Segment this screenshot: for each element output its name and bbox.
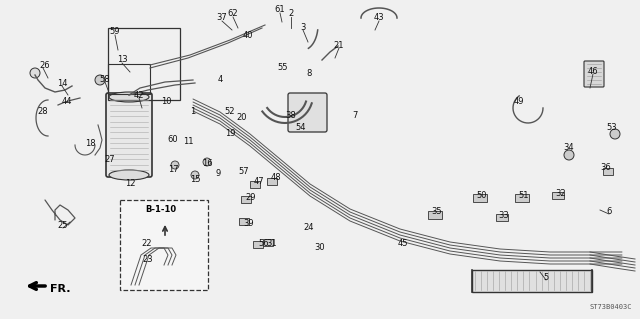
- Text: 58: 58: [100, 76, 110, 85]
- Text: 61: 61: [275, 5, 285, 14]
- Text: 39: 39: [244, 219, 254, 227]
- Text: 48: 48: [271, 174, 282, 182]
- Text: 35: 35: [432, 207, 442, 217]
- Text: 11: 11: [183, 137, 193, 146]
- Text: 17: 17: [168, 165, 179, 174]
- Bar: [239, 218, 249, 225]
- Text: 36: 36: [600, 164, 611, 173]
- Text: 30: 30: [315, 242, 325, 251]
- Text: 18: 18: [84, 138, 95, 147]
- Text: 50: 50: [477, 190, 487, 199]
- Text: B-1-10: B-1-10: [145, 205, 176, 214]
- Text: 12: 12: [125, 179, 135, 188]
- Text: 59: 59: [109, 27, 120, 36]
- Text: 32: 32: [556, 189, 566, 197]
- Bar: [108, 28, 180, 100]
- Bar: [267, 178, 277, 185]
- Text: FR.: FR.: [50, 284, 70, 294]
- Ellipse shape: [109, 170, 149, 180]
- Text: 46: 46: [588, 68, 598, 77]
- Text: 54: 54: [296, 123, 307, 132]
- Circle shape: [564, 150, 574, 160]
- Text: 40: 40: [243, 31, 253, 40]
- Text: 8: 8: [307, 70, 312, 78]
- Bar: [263, 239, 273, 246]
- Text: 6: 6: [606, 207, 612, 217]
- Text: 45: 45: [397, 240, 408, 249]
- Text: 10: 10: [161, 97, 172, 106]
- Text: 60: 60: [168, 136, 179, 145]
- Bar: [241, 196, 251, 203]
- Text: 21: 21: [333, 41, 344, 50]
- Text: 26: 26: [40, 62, 51, 70]
- Text: 19: 19: [225, 129, 236, 137]
- Text: 43: 43: [374, 13, 384, 23]
- Bar: [250, 181, 260, 188]
- FancyBboxPatch shape: [472, 270, 592, 292]
- FancyBboxPatch shape: [288, 93, 327, 132]
- Circle shape: [203, 158, 211, 166]
- Text: 55: 55: [278, 63, 288, 71]
- Text: 25: 25: [58, 221, 68, 231]
- Text: 29: 29: [246, 194, 256, 203]
- Text: 5: 5: [543, 273, 548, 283]
- Circle shape: [171, 161, 179, 169]
- Text: 23: 23: [143, 256, 154, 264]
- Text: 22: 22: [141, 239, 152, 248]
- Circle shape: [610, 129, 620, 139]
- Circle shape: [30, 68, 40, 78]
- Circle shape: [95, 75, 105, 85]
- Text: ST73B0403C: ST73B0403C: [589, 304, 632, 310]
- FancyBboxPatch shape: [584, 61, 604, 87]
- Text: 33: 33: [499, 211, 509, 219]
- Text: 53: 53: [607, 123, 618, 132]
- Text: 62: 62: [228, 10, 238, 19]
- Text: 34: 34: [564, 144, 574, 152]
- Text: 51: 51: [519, 190, 529, 199]
- Text: 44: 44: [61, 98, 72, 107]
- Bar: [253, 241, 263, 248]
- Text: 1: 1: [190, 108, 196, 116]
- Bar: [473, 194, 487, 202]
- Text: 52: 52: [225, 108, 236, 116]
- Text: 24: 24: [304, 224, 314, 233]
- Text: 47: 47: [253, 176, 264, 186]
- Text: 16: 16: [202, 159, 212, 167]
- Text: 20: 20: [237, 114, 247, 122]
- Text: 13: 13: [116, 56, 127, 64]
- Bar: [428, 211, 442, 219]
- Text: 15: 15: [189, 174, 200, 183]
- Text: 27: 27: [105, 154, 115, 164]
- Bar: [552, 192, 564, 199]
- Text: 42: 42: [134, 92, 144, 100]
- Text: 49: 49: [514, 98, 524, 107]
- Bar: [603, 168, 613, 175]
- Text: 14: 14: [57, 79, 67, 88]
- Bar: [120, 200, 208, 290]
- Text: 28: 28: [38, 108, 48, 116]
- Ellipse shape: [109, 92, 149, 102]
- Bar: [515, 194, 529, 202]
- Text: 57: 57: [239, 167, 250, 176]
- Text: 56: 56: [259, 240, 269, 249]
- Text: 7: 7: [352, 112, 358, 121]
- Text: 9: 9: [216, 168, 221, 177]
- Text: 37: 37: [216, 13, 227, 23]
- Text: 2: 2: [289, 10, 294, 19]
- Text: 31: 31: [267, 240, 277, 249]
- Text: 3: 3: [300, 24, 306, 33]
- Text: 38: 38: [285, 112, 296, 121]
- FancyBboxPatch shape: [106, 93, 152, 177]
- Circle shape: [191, 171, 199, 179]
- Bar: [108, 64, 150, 94]
- Text: 4: 4: [218, 76, 223, 85]
- Bar: [496, 214, 508, 221]
